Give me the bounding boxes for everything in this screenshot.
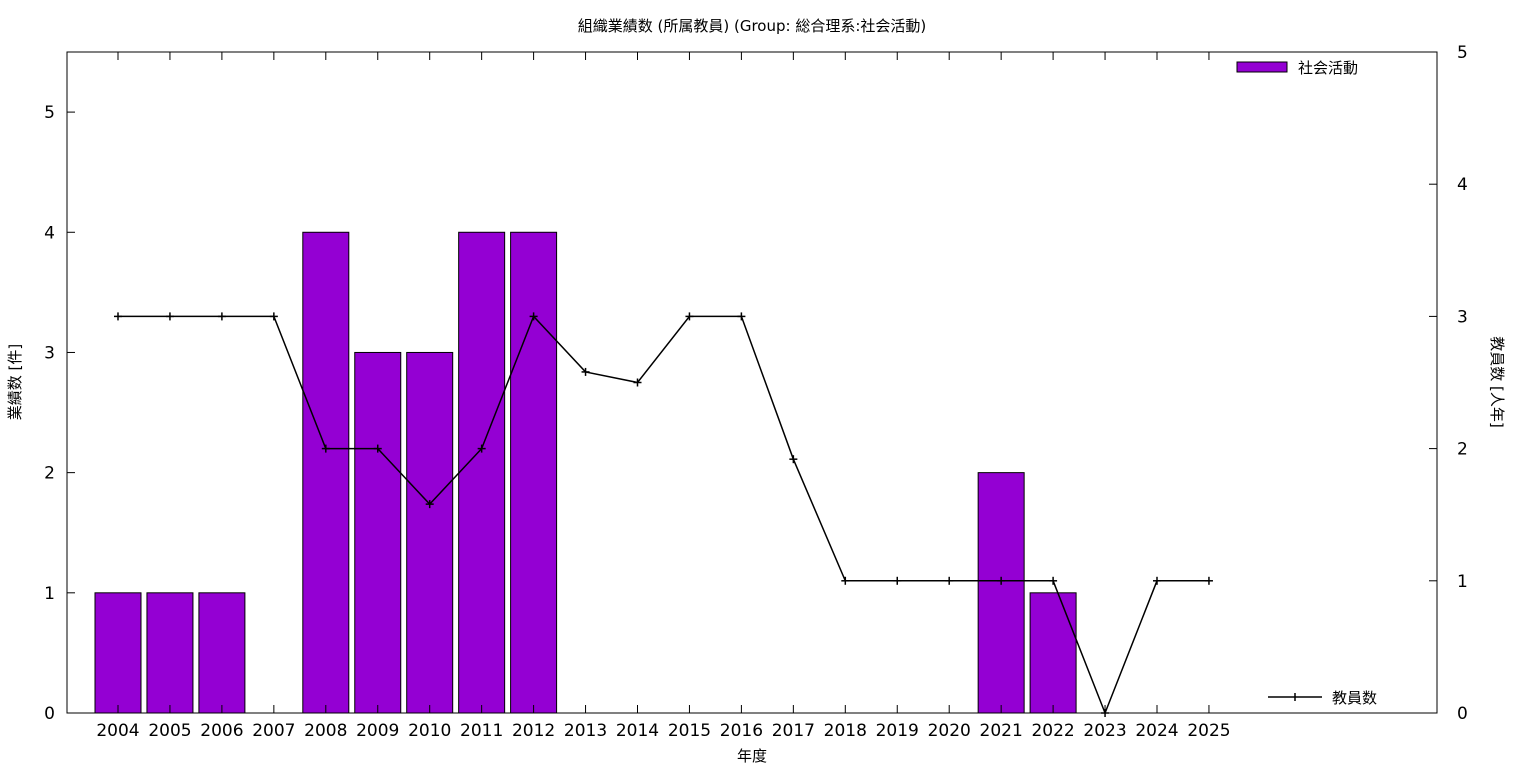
line-point-2021 (997, 576, 1006, 585)
x-tick-label: 2006 (200, 721, 243, 741)
bar-2009 (354, 351, 402, 714)
bar-2004 (94, 592, 142, 714)
line-point-2017 (789, 455, 798, 464)
x-tick-label: 2007 (252, 721, 295, 741)
bar-2022 (1029, 592, 1077, 714)
x-tick-label: 2004 (96, 721, 139, 741)
line-point-2009 (373, 444, 382, 453)
x-tick-label: 2008 (304, 721, 347, 741)
line-point-2024 (1153, 576, 1161, 585)
x-tick-label: 2023 (1083, 721, 1126, 741)
legend-swatch-bar (1236, 61, 1288, 73)
y-tick-label: 1 (44, 584, 55, 604)
x-tick-label: 2015 (668, 721, 711, 741)
bar-2021 (977, 472, 1025, 714)
legend-item-line: 教員数 (1268, 689, 1377, 707)
x-tick-label: 2013 (564, 721, 607, 741)
line-point-2007 (269, 312, 278, 321)
y2-tick-label: 2 (1457, 440, 1468, 460)
y2-tick-label: 5 (1457, 43, 1468, 63)
line-point-2014 (633, 378, 642, 387)
x-tick-label: 2020 (928, 721, 971, 741)
y-axis-label: 業績数 [件] (6, 344, 24, 420)
y-tick-label: 5 (44, 103, 55, 123)
line-point-2013 (581, 367, 590, 376)
line-point-2010 (425, 500, 434, 509)
line-point-2015 (685, 312, 694, 321)
x-tick-label: 2024 (1135, 721, 1178, 741)
axes-layer: 0 1 2 3 4 5 0 1 2 3 4 5 2004 2005 2006 2007 2008 2009 2010… (44, 43, 1468, 741)
line-point-2019 (893, 576, 902, 585)
line-point-2022 (1049, 576, 1058, 585)
x-axis-label: 年度 (737, 747, 767, 765)
line-point-2018 (841, 576, 850, 585)
x-tick-label: 2011 (460, 721, 503, 741)
line-point-2012 (529, 312, 538, 321)
line-layer (114, 312, 1213, 717)
bar-2011 (458, 231, 506, 714)
x-tick-label: 2022 (1031, 721, 1074, 741)
line-point-2025 (1204, 576, 1213, 585)
x-tick-label: 2014 (616, 721, 659, 741)
y2-axis-label: 教員数 [人年] (1488, 336, 1506, 427)
plot-frame (66, 51, 1438, 714)
bar-2008 (302, 231, 350, 714)
line-point-2020 (945, 576, 954, 585)
y2-tick-label: 3 (1457, 307, 1468, 327)
bars-layer (94, 231, 1077, 714)
line-point-2006 (217, 312, 226, 321)
bar-2006 (198, 592, 246, 714)
x-tick-label: 2019 (876, 721, 919, 741)
bar-2010 (406, 351, 454, 714)
y2-tick-label: 4 (1457, 175, 1468, 195)
line-point-2008 (321, 444, 330, 453)
y-tick-label: 4 (44, 223, 55, 243)
chart-title: 組織業績数 (所属教員) (Group: 総合理系:社会活動) (578, 17, 927, 35)
y-tick-label: 3 (44, 343, 55, 363)
x-tick-label: 2010 (408, 721, 451, 741)
x-tick-label: 2009 (356, 721, 399, 741)
legend-item-bar: 社会活動 (1236, 59, 1358, 77)
bar-2005 (146, 592, 194, 714)
bar-2012 (510, 231, 558, 714)
y2-tick-label: 1 (1457, 572, 1468, 592)
line-point-2011 (477, 444, 486, 453)
series-line-faculty (118, 315, 1209, 716)
x-tick-label: 2005 (148, 721, 191, 741)
line-point-2004 (114, 312, 122, 321)
x-tick-label: 2012 (512, 721, 555, 741)
x-tick-label: 2017 (772, 721, 815, 741)
legend-label-line: 教員数 (1332, 689, 1377, 707)
legend-label-bar: 社会活動 (1298, 59, 1358, 77)
x-tick-label: 2025 (1187, 721, 1230, 741)
y2-tick-label: 0 (1457, 704, 1468, 724)
line-point-2005 (165, 312, 174, 321)
x-tick-label: 2021 (980, 721, 1023, 741)
y-tick-label: 0 (44, 704, 55, 724)
x-tick-label: 2016 (720, 721, 763, 741)
x-tick-label: 2018 (824, 721, 867, 741)
y-tick-label: 2 (44, 464, 55, 484)
line-point-2016 (737, 312, 746, 321)
